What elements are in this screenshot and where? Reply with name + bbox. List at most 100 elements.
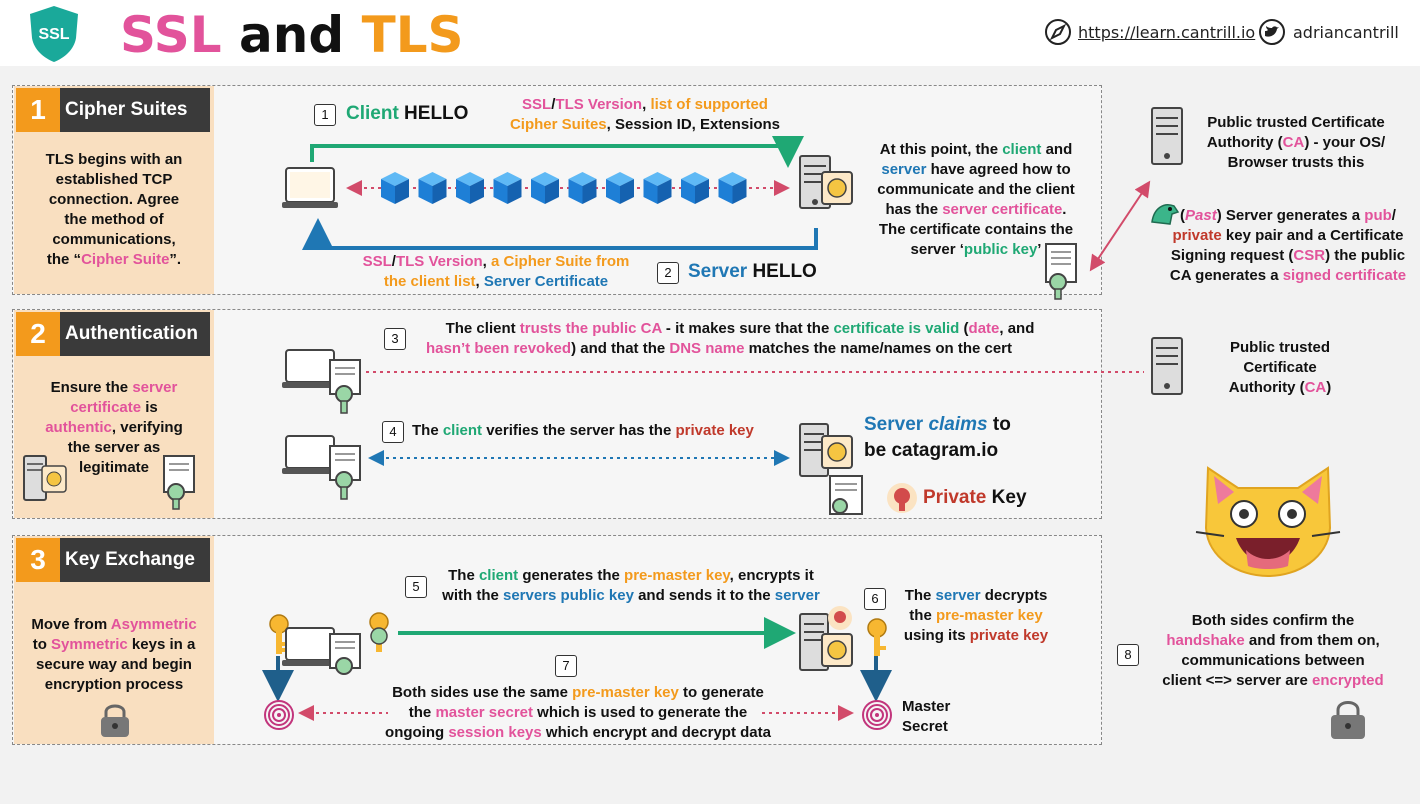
page-title: SSL and TLS: [120, 6, 464, 64]
agree-server: server: [881, 161, 927, 178]
l8-text: Both sides confirm the: [1191, 612, 1355, 629]
section-1-description: TLS begins with an established TCP conne…: [18, 150, 210, 270]
cipher-cube: [568, 172, 597, 204]
cipher-cube: [456, 172, 484, 204]
title-and: and: [221, 6, 362, 64]
cipher-cube: [606, 172, 634, 204]
server-cert-icon-2: [799, 606, 853, 671]
client-hello-label: Client HELLO: [346, 103, 468, 125]
l6-server: server: [935, 587, 981, 604]
s2-desc-text: Ensure the: [50, 379, 133, 396]
twitter-icon: [1259, 19, 1285, 45]
ch-ssl: SSL: [522, 96, 552, 113]
l5-text: with the: [442, 587, 503, 604]
step-6-badge: 6: [864, 588, 886, 610]
agree-text: At this point, the: [879, 141, 1003, 158]
l7-text: which is used to generate the: [533, 704, 748, 721]
section-1-name: Cipher Suites: [60, 88, 210, 132]
sidebar-server-icon: [23, 455, 67, 501]
l3-text: , and: [999, 320, 1035, 337]
l6-text: decrypts: [980, 587, 1048, 604]
step-2-badge: 2: [657, 262, 679, 284]
l7-text: to generate: [678, 684, 764, 701]
s1-desc-text: ”.: [169, 251, 182, 268]
sidebar-certificate-icon: [163, 455, 195, 510]
l5-client: client: [478, 567, 519, 584]
l8-text: client <=> server are: [1162, 672, 1312, 689]
l7-premaster: pre-master key: [572, 684, 679, 701]
ch-rest: , Session ID, Extensions: [606, 116, 781, 133]
step-5-text: The client generates the pre-master key,…: [428, 566, 834, 606]
client-word: Client: [346, 103, 399, 124]
s1-desc-line: TLS begins with an: [45, 151, 183, 168]
ca2-text: Public trusted: [1229, 339, 1330, 356]
section-2-name: Authentication: [60, 312, 210, 356]
hello-word: HELLO: [747, 261, 817, 282]
header: [0, 0, 1420, 66]
hello-word: HELLO: [398, 103, 469, 124]
past-text: CA generates a: [1169, 267, 1283, 284]
agree-client: client: [1002, 141, 1042, 158]
past-signed-cert: signed certificate: [1282, 267, 1407, 284]
l8-handshake: handshake: [1166, 632, 1245, 649]
l4-text: verifies the server has the: [482, 422, 676, 439]
ca-abbrev: CA: [1282, 134, 1305, 151]
agree-text: have agreed how to: [926, 161, 1071, 178]
section-2-description: Ensure the server certificate is authent…: [18, 378, 210, 478]
l8-encrypted: encrypted: [1312, 672, 1384, 689]
title-tls: TLS: [361, 6, 464, 64]
section-3-description: Move from Asymmetric to Symmetric keys i…: [18, 615, 210, 695]
l6-private-key: private key: [969, 627, 1049, 644]
cipher-cube: [681, 172, 709, 204]
agree-text: The certificate contains the: [878, 221, 1074, 238]
l5-servers-public-key: servers public key: [503, 587, 634, 604]
step-7-text: Both sides use the same pre-master key t…: [378, 683, 778, 743]
l7-text: which encrypt and decrypt data: [541, 724, 771, 741]
s3-desc-text: Move from: [31, 616, 111, 633]
client-key-icon: [269, 614, 289, 654]
client-laptop-cert-icon-3: [282, 627, 361, 675]
cat-face-icon: [1195, 466, 1341, 578]
step-3-text: The client trusts the public CA - it mak…: [420, 319, 1060, 359]
l3-text: ) and that the: [571, 340, 670, 357]
claim-claims: claims: [928, 414, 988, 435]
website-link[interactable]: https://learn.cantrill.io: [1078, 23, 1256, 42]
l5-text: The: [448, 567, 479, 584]
s3-desc-sym: Symmetric: [51, 636, 128, 653]
client-laptop-cert-icon-2: [282, 435, 361, 500]
l7-master-secret: master secret: [435, 704, 534, 721]
past-csr: CSR: [1293, 247, 1326, 264]
cipher-cube: [381, 172, 409, 204]
past-text: (: [1180, 207, 1186, 224]
server-fingerprint-icon: [862, 700, 892, 730]
cipher-cube: [718, 172, 747, 204]
server-word: Server: [688, 261, 748, 282]
l5-text: and sends it to the: [633, 587, 775, 604]
l3-valid: certificate is valid: [833, 320, 960, 337]
s2-desc-authentic: authentic: [45, 419, 112, 436]
private-key-seal-icon: [887, 483, 917, 513]
past-text: /: [1391, 207, 1396, 224]
l7-text: Both sides use the same: [392, 684, 573, 701]
ca-server-icon: [1151, 107, 1183, 165]
claim-domain: be catagram.io: [864, 440, 999, 461]
l3-text: - it makes sure that the: [661, 320, 834, 337]
ca2-abbrev: CA: [1304, 379, 1327, 396]
cipher-cube: [493, 172, 522, 204]
l6-text: the: [909, 607, 936, 624]
step-7-badge: 7: [555, 655, 577, 677]
section-1-number: 1: [16, 88, 60, 132]
twitter-handle[interactable]: adriancantrill: [1293, 23, 1399, 42]
s2-desc-cert: certificate: [70, 399, 142, 416]
server-cert-icon: [799, 423, 863, 515]
s3-desc-text: keys in a: [127, 636, 196, 653]
agree-text: has the: [885, 201, 943, 218]
ssl-shield-icon: SSL: [30, 6, 78, 62]
past-pub: pub: [1364, 207, 1392, 224]
l3-text: (: [959, 320, 969, 337]
client-hello-details: SSL/TLS Version, list of supported Ciphe…: [500, 95, 790, 135]
ch-tls: TLS Version: [555, 96, 643, 113]
step-3-badge: 3: [384, 328, 406, 350]
pk-private: Private: [923, 487, 987, 508]
cipher-cube: [418, 172, 447, 204]
